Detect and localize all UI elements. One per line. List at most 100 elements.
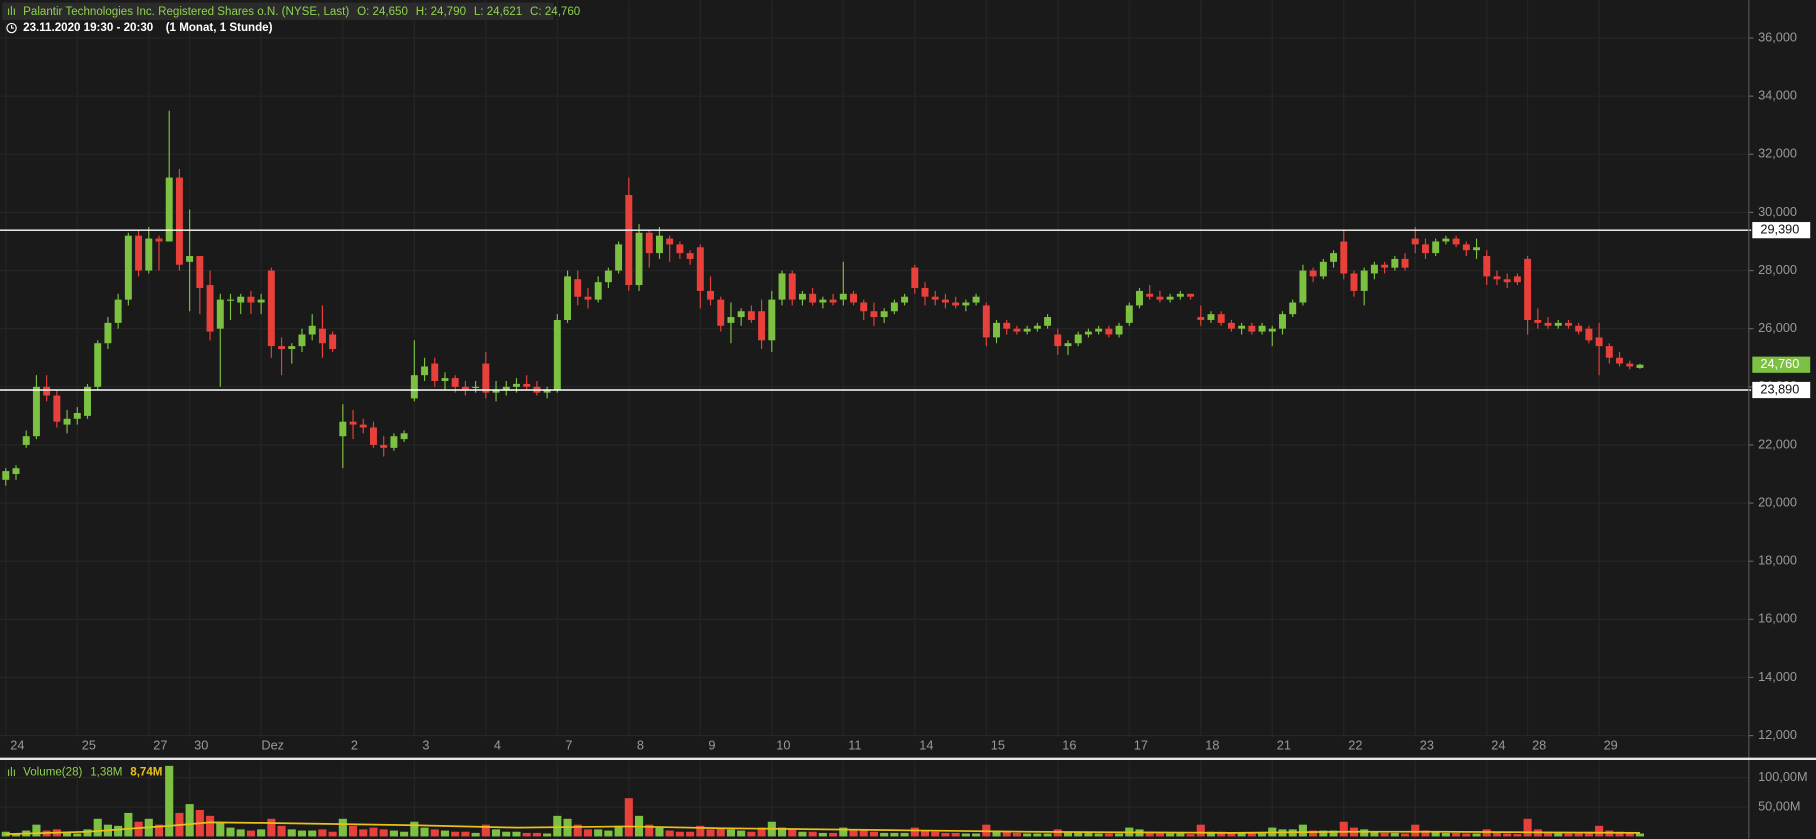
volume-bar xyxy=(1462,833,1471,837)
candle-body xyxy=(1003,322,1011,329)
volume-bar xyxy=(1431,831,1440,837)
volume-bar xyxy=(972,833,981,837)
volume-bar xyxy=(297,830,307,837)
volume-bar xyxy=(491,829,501,837)
volume-bar xyxy=(1227,832,1236,837)
volume-bar xyxy=(1584,831,1593,837)
volume-bar xyxy=(1145,831,1154,837)
volume-legend: Volume(28) 1,38M 8,74M xyxy=(23,767,162,779)
volume-bar xyxy=(1186,834,1195,837)
volume-bar xyxy=(624,798,633,837)
candle-body xyxy=(1125,305,1133,323)
level-label-bg xyxy=(1752,381,1811,399)
volume-bar xyxy=(696,825,705,837)
candle-body xyxy=(390,436,398,448)
x-tick-label: 17 xyxy=(1134,737,1148,752)
volume-bar xyxy=(818,832,827,837)
candle-body xyxy=(278,346,286,350)
x-tick-label: 21 xyxy=(1277,737,1291,752)
volume-bar xyxy=(1298,824,1307,837)
volume-bar xyxy=(747,831,756,837)
period-line: 23.11.2020 19:30 - 20:30 (1 Monat, 1 Stu… xyxy=(23,22,272,34)
y-tick-label: 20,000 xyxy=(1758,494,1797,509)
y-tick-label: 36,000 xyxy=(1758,29,1797,44)
volume-bar xyxy=(1063,831,1073,837)
candle-body xyxy=(1074,334,1082,344)
candle-body xyxy=(512,383,520,387)
volume-bar xyxy=(1247,833,1256,837)
volume-bar xyxy=(604,830,613,837)
candle-body xyxy=(778,273,786,300)
candle-body xyxy=(523,383,531,387)
volume-bar xyxy=(951,832,960,837)
candle-body xyxy=(901,296,909,303)
y-tick-label: 30,000 xyxy=(1758,204,1797,219)
candle-body xyxy=(574,279,582,297)
candle-body xyxy=(1493,276,1501,280)
candle-body xyxy=(492,389,500,393)
volume-bar xyxy=(1503,833,1512,837)
volume-tick-label: 50,00M xyxy=(1758,798,1800,813)
candle-body xyxy=(227,299,234,301)
candle-body xyxy=(482,363,490,393)
volume-ma-last: 8,74M xyxy=(130,767,162,779)
x-tick-label: 11 xyxy=(848,737,861,752)
high: H: 24,790 xyxy=(416,6,466,18)
x-tick-label: 3 xyxy=(422,737,429,752)
candle-body xyxy=(1115,325,1123,335)
volume-bar xyxy=(1472,833,1481,837)
candle-body xyxy=(1258,325,1266,332)
volume-bar xyxy=(430,829,439,837)
candle-body xyxy=(931,296,939,300)
volume-bar xyxy=(808,831,817,837)
volume-bar xyxy=(328,831,337,837)
candle-body xyxy=(890,302,898,312)
volume-bar xyxy=(359,829,368,837)
candle-body xyxy=(1411,238,1419,245)
x-tick-label: 23 xyxy=(1420,737,1434,752)
volume-bar xyxy=(1441,832,1450,837)
volume-bar xyxy=(869,831,878,837)
volume-bar xyxy=(1492,832,1502,837)
volume-bar xyxy=(931,831,940,837)
candle-body xyxy=(1289,302,1297,315)
candle-body xyxy=(1268,328,1276,332)
volume-bar xyxy=(543,833,552,837)
candle-body xyxy=(829,299,837,303)
volume-bar xyxy=(522,832,531,837)
candle-body xyxy=(165,177,173,242)
candle-body xyxy=(564,276,572,320)
candle-body xyxy=(1054,334,1062,347)
x-tick-label: 25 xyxy=(82,737,96,752)
candle-body xyxy=(1248,325,1256,332)
candle-body xyxy=(410,375,418,399)
volume-bar xyxy=(389,830,398,837)
volume-bar xyxy=(124,812,133,837)
candle-body xyxy=(1473,247,1481,251)
candle-body xyxy=(594,282,602,300)
volume-bar xyxy=(410,821,419,837)
candle-body xyxy=(696,247,704,291)
volume-bar xyxy=(369,827,378,837)
volume-bar xyxy=(798,831,807,837)
candle-body xyxy=(400,433,408,440)
volume-bar xyxy=(1452,832,1461,837)
candle-body xyxy=(502,386,510,390)
candle-body xyxy=(421,366,429,376)
volume-bar xyxy=(777,827,787,837)
candle-body xyxy=(839,293,847,300)
candle-body xyxy=(941,299,949,303)
candle-body xyxy=(431,363,439,381)
candle-body xyxy=(1462,244,1470,251)
candle-body xyxy=(1227,322,1235,329)
y-tick-label: 34,000 xyxy=(1758,88,1797,103)
candle-body xyxy=(1166,296,1174,300)
close: C: 24,760 xyxy=(530,6,580,18)
volume-bar xyxy=(655,827,664,837)
candle-body xyxy=(686,253,694,259)
candle-body xyxy=(1432,241,1440,254)
volume-bar xyxy=(1360,829,1369,837)
volume-bar xyxy=(1390,832,1399,837)
volume-bar xyxy=(1084,832,1093,837)
candle-body xyxy=(1483,256,1491,277)
